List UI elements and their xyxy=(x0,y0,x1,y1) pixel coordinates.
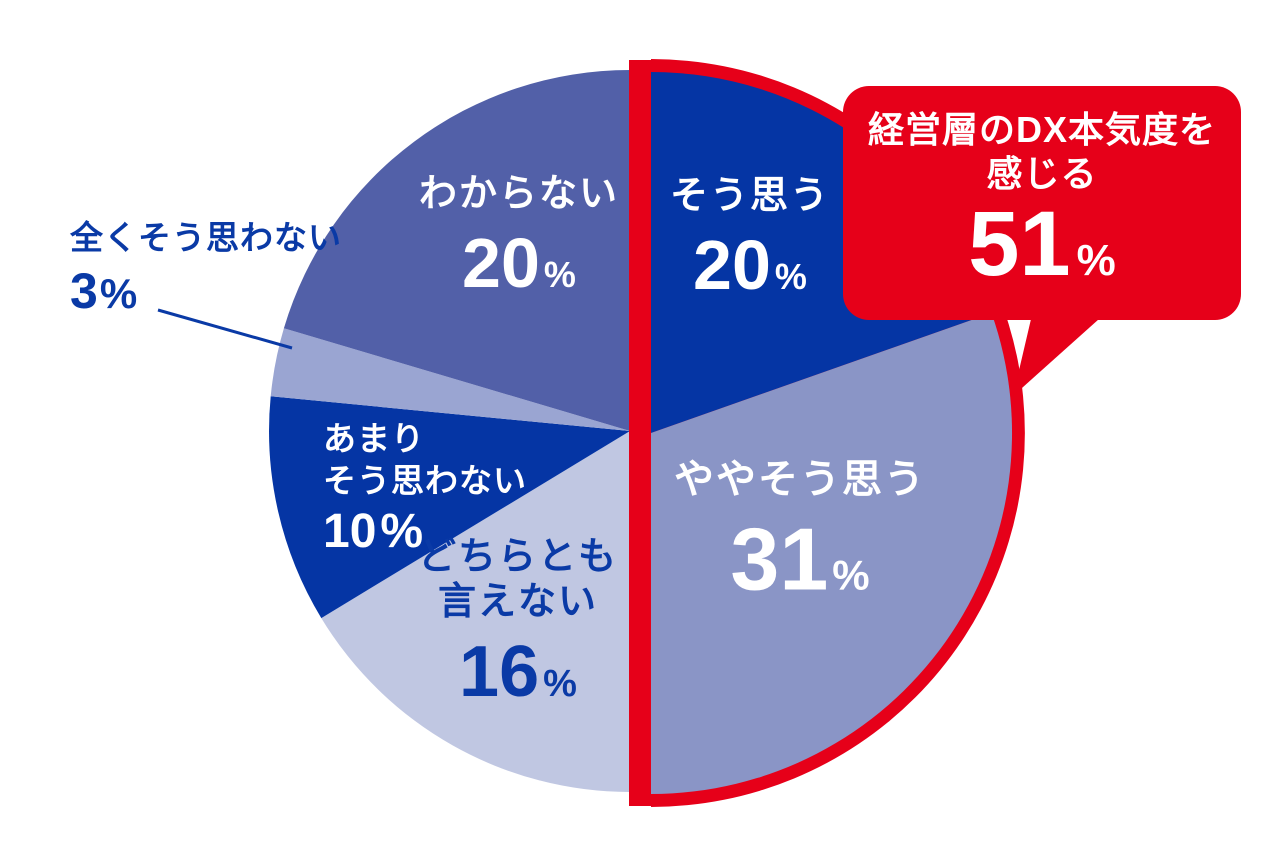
pie-slice-あまりそう思わない xyxy=(269,396,630,619)
callout-value: 51% xyxy=(968,192,1116,295)
slice-label-wakaranai: わからない 20% xyxy=(419,173,619,303)
pie-slice-わからない xyxy=(283,69,630,432)
slice-label-souomou: そう思う 20% xyxy=(670,175,830,305)
callout-title-line1: 経営層のDX本気度を xyxy=(867,109,1216,150)
slice-label-amari: あまり そう思わない 10% xyxy=(323,418,527,560)
slice-label-dochiratomo: どちらとも 言えない 16% xyxy=(418,535,618,713)
slice-value: 16% xyxy=(459,631,577,712)
pie-slice-全くそう思わない xyxy=(270,328,630,431)
pie-slice-どちらとも言えない xyxy=(321,431,630,792)
slice-name-line1: あまり xyxy=(323,420,425,457)
slice-name-line2: そう思わない xyxy=(323,462,527,500)
callout-tail xyxy=(1013,302,1118,396)
slice-name-line1: どちらとも xyxy=(417,535,619,578)
slice-value: 3% xyxy=(70,262,138,319)
callout-title-line2: 感じる xyxy=(986,152,1098,194)
slice-value: 10% xyxy=(323,505,424,559)
pie-slice-そう思う xyxy=(651,72,992,433)
slice-name: 全くそう思わない xyxy=(70,219,342,256)
slice-value: 31% xyxy=(730,509,870,609)
highlight-callout: 経営層のDX本気度を 感じる 51% xyxy=(843,86,1241,320)
highlight-divider-stripe xyxy=(629,60,651,806)
slice-label-mattaku: 全くそう思わない 3% xyxy=(70,219,342,320)
slice-label-yayasouomou: ややそう思う 31% xyxy=(674,456,926,609)
pie-slice-ややそう思う xyxy=(651,313,1013,794)
leader-line-mattaku xyxy=(157,308,293,350)
slice-name: そう思う xyxy=(669,174,831,217)
slice-name: わからない xyxy=(418,172,620,215)
slice-value: 20% xyxy=(693,225,807,304)
slice-value: 20% xyxy=(462,223,576,302)
slice-name: ややそう思う xyxy=(674,457,926,502)
slice-name-line2: 言えない xyxy=(437,580,599,623)
